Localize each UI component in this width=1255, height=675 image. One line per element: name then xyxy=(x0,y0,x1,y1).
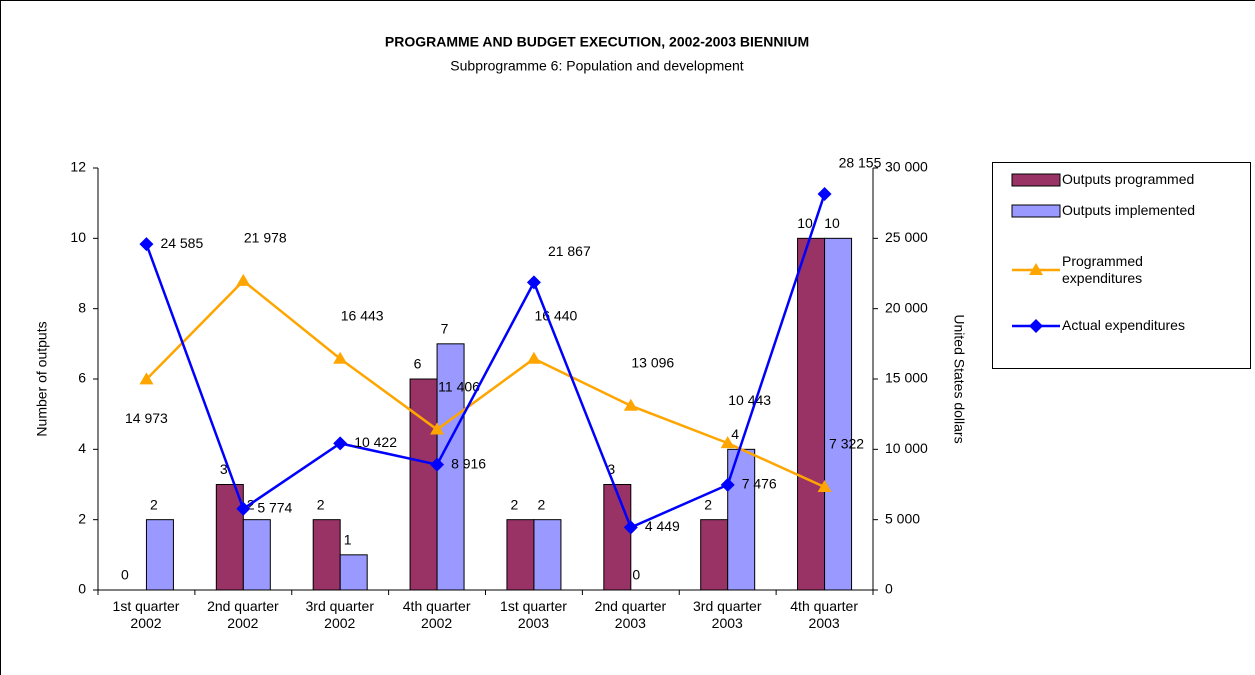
point xyxy=(139,237,154,252)
bar-label: 4 xyxy=(731,426,739,442)
x-tick-label: 1st quarter 2003 xyxy=(500,598,567,631)
x-tick-label: 2nd quarter 2003 xyxy=(594,598,667,631)
bar xyxy=(506,519,535,591)
point-label: 10 422 xyxy=(354,434,397,450)
point-label: 21 978 xyxy=(244,230,287,246)
bar-label: 0 xyxy=(632,567,640,583)
point-label: 21 867 xyxy=(548,243,591,259)
line xyxy=(145,193,826,530)
bar xyxy=(797,237,826,591)
y-tick-label: 8 xyxy=(78,299,86,315)
bar-label: 2 xyxy=(317,496,325,512)
point xyxy=(817,480,832,493)
point-label: 4 449 xyxy=(645,518,680,534)
point-label: 7 476 xyxy=(742,476,777,492)
bar xyxy=(533,519,562,591)
x-tick-label: 1st quarter 2002 xyxy=(112,598,180,631)
y2-tick-label: 30 000 xyxy=(885,159,928,175)
point xyxy=(333,436,348,451)
point xyxy=(720,477,735,492)
point-label: 5 774 xyxy=(257,499,292,515)
line xyxy=(145,279,826,489)
y-tick-label: 10 xyxy=(70,229,86,245)
bar-label: 0 xyxy=(121,567,129,583)
bar xyxy=(312,519,341,591)
y2-tick-label: 0 xyxy=(885,581,893,597)
bar xyxy=(700,519,729,591)
point-label: 16 440 xyxy=(535,307,578,323)
point-label: 10 443 xyxy=(728,392,771,408)
bar xyxy=(824,237,853,591)
point xyxy=(623,520,638,535)
x-tick-label: 2nd quarter 2002 xyxy=(207,598,279,631)
x-tick-label: 4th quarter 2003 xyxy=(790,598,858,631)
bar xyxy=(339,554,368,591)
y2-tick-label: 15 000 xyxy=(885,370,928,386)
legend-marker xyxy=(1029,263,1043,275)
bar xyxy=(215,484,244,591)
point xyxy=(430,457,445,472)
point-label: 11 406 xyxy=(438,378,480,394)
y-axis-title: Number of outputs xyxy=(34,321,50,436)
point-label: 14 973 xyxy=(125,410,168,426)
bar-label: 3 xyxy=(607,461,615,477)
legend-label: Outputs implemented xyxy=(1062,202,1196,218)
bar-label: 3 xyxy=(220,461,228,477)
bar-label: 6 xyxy=(414,356,422,372)
point xyxy=(333,351,348,364)
y2-tick-label: 10 000 xyxy=(885,440,928,456)
point-label: 24 585 xyxy=(160,235,203,251)
y2-tick-label: 5 000 xyxy=(885,510,920,526)
point-label: 7 322 xyxy=(829,436,864,452)
y-tick-label: 12 xyxy=(70,159,86,175)
point xyxy=(526,351,541,364)
point xyxy=(720,436,735,449)
bar-label: 1 xyxy=(344,532,352,548)
y-tick-label: 0 xyxy=(78,581,86,597)
chart-subtitle: Subprogramme 6: Population and developme… xyxy=(450,58,744,74)
point-label: 28 155 xyxy=(839,155,882,171)
point-label: 16 443 xyxy=(341,307,384,323)
bar-label: 2 xyxy=(538,496,546,512)
y2-axis-title: United States dollars xyxy=(951,314,967,443)
bar-label: 2 xyxy=(150,496,158,512)
bar-label: 2 xyxy=(511,496,519,512)
chart-title: PROGRAMME AND BUDGET EXECUTION, 2002-200… xyxy=(385,34,809,50)
bar xyxy=(409,378,438,591)
y2-tick-label: 25 000 xyxy=(885,229,928,245)
bar xyxy=(145,519,174,591)
point xyxy=(817,186,832,201)
x-tick-label: 3rd quarter 2003 xyxy=(693,598,762,631)
bar-label: 10 xyxy=(824,215,840,231)
bar-label: 2 xyxy=(704,496,712,512)
bar-label: 7 xyxy=(441,321,449,337)
x-tick-label: 4th quarter 2002 xyxy=(402,598,471,631)
y-tick-label: 4 xyxy=(78,440,86,456)
point xyxy=(139,372,154,385)
bar-label: 10 xyxy=(797,215,813,231)
point xyxy=(236,273,251,286)
y2-tick-label: 20 000 xyxy=(885,299,928,315)
y-tick-label: 2 xyxy=(78,510,86,526)
point-label: 13 096 xyxy=(631,354,674,370)
legend-label: Actual expenditures xyxy=(1062,317,1185,333)
point xyxy=(430,422,445,435)
legend-swatch xyxy=(1011,204,1061,218)
point xyxy=(236,501,251,516)
point xyxy=(623,398,638,411)
legend-swatch xyxy=(1011,173,1061,187)
bar xyxy=(603,484,632,591)
point-label: 8 916 xyxy=(451,455,486,471)
legend-label: Programmed expenditures xyxy=(1062,253,1143,286)
point xyxy=(526,275,541,290)
legend-marker xyxy=(1029,319,1043,333)
x-tick-label: 3rd quarter 2002 xyxy=(305,598,374,631)
legend-label: Outputs programmed xyxy=(1062,171,1195,187)
y-tick-label: 6 xyxy=(78,370,86,386)
bar xyxy=(242,519,271,591)
